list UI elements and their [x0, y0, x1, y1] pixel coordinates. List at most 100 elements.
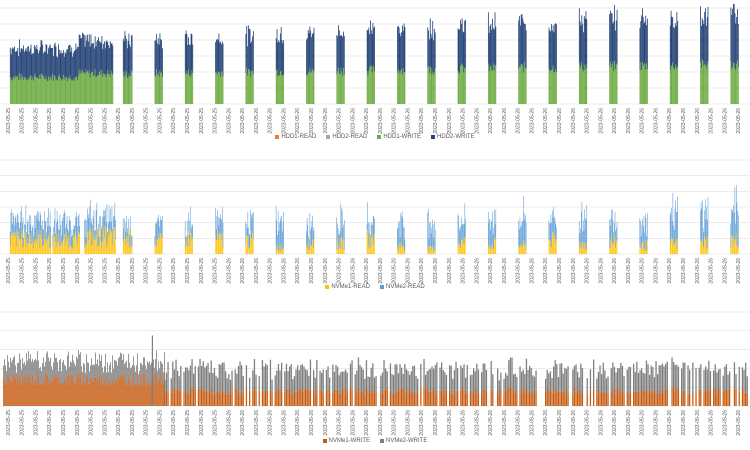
nvme2-write-bar [346, 372, 348, 389]
nvme1-read-bar [161, 237, 162, 254]
hdd1-write-bar [130, 70, 132, 104]
hdd1-write-bar [524, 67, 526, 104]
nvme2-read-bar [43, 229, 44, 245]
nvme2-read-bar [222, 222, 224, 248]
nvme1-write-bar [586, 394, 588, 406]
nvme2-write-bar [473, 368, 475, 394]
nvme1-write-bar [745, 392, 747, 406]
nvme1-write-bar [43, 380, 44, 406]
nvme1-read-bar [280, 251, 282, 254]
nvme1-read-bar [397, 245, 399, 254]
nvme2-write-bar [556, 364, 558, 392]
nvme2-write-bar [521, 371, 523, 395]
nvme1-write-bar [666, 388, 668, 406]
hdd1-write-bar [88, 69, 90, 104]
nvme1-read-bar [370, 248, 371, 254]
nvme1-read-bar [29, 233, 30, 254]
nvme2-write-bar [154, 367, 155, 383]
nvme2-write-bar [14, 356, 15, 374]
nvme1-read-bar [102, 242, 103, 254]
hdd1-write-bar [59, 77, 61, 104]
x-tick-label: 2023-05-26 [378, 410, 384, 436]
nvme2-read-bar [676, 211, 678, 249]
hdd1-write-bar [338, 73, 340, 104]
nvme2-write-bar [100, 360, 101, 385]
nvme1-read-bar [124, 239, 126, 254]
nvme1-read-bar [578, 241, 580, 254]
nvme2-read-bar [609, 226, 611, 240]
nvme2-write-bar [412, 366, 414, 393]
nvme2-write-bar [676, 364, 678, 388]
nvme2-write-bar [97, 359, 98, 377]
nvme1-write-bar [139, 384, 140, 406]
hdd2-write-bar [75, 43, 77, 77]
nvme1-write-bar [607, 393, 609, 406]
hdd2-write-bar [736, 16, 738, 64]
nvme2-read-bar [70, 236, 72, 249]
nvme2-write-bar [141, 363, 142, 384]
nvme2-write-bar [605, 378, 608, 393]
hdd1-write-bar [160, 73, 162, 104]
nvme2-read-bar [492, 233, 494, 249]
nvme2-write-bar [300, 365, 302, 388]
nvme2-write-bar [716, 372, 718, 394]
nvme2-read-bar [44, 220, 46, 230]
hdd2-write-bar [398, 27, 400, 72]
nvme1-write-bar [45, 373, 46, 406]
nvme2-write-bar [223, 362, 225, 392]
hdd2-write-bar [63, 56, 65, 80]
x-tick-label: 2023-05-26 [337, 108, 343, 134]
nvme1-read-bar [222, 234, 223, 254]
nvme1-read-bar [431, 249, 433, 254]
nvme2-write-bar [367, 376, 369, 391]
nvme1-read-bar [97, 246, 98, 254]
hdd2-write-bar [427, 27, 429, 69]
hdd1-write-bar [372, 66, 374, 104]
nvme1-write-bar [231, 387, 233, 406]
nvme1-write-bar [409, 393, 411, 406]
nvme1-read-bar [69, 246, 71, 254]
hdd2-write-bar [433, 28, 435, 73]
nvme1-read-bar [49, 247, 50, 254]
nvme2-read-bar [20, 211, 22, 240]
hdd1-write-bar [33, 80, 34, 104]
hdd2-write-bar [460, 23, 462, 64]
nvme2-read-bar [30, 215, 32, 236]
legend-swatch [275, 135, 280, 139]
hdd2-write-bar [42, 44, 44, 76]
hdd2-write-bar [306, 38, 308, 76]
nvme1-write-bar [16, 384, 17, 406]
hdd1-write-bar [457, 71, 459, 104]
hdd1-write-bar [578, 62, 580, 104]
hdd1-write-bar [549, 70, 551, 104]
nvme2-write-bar [634, 371, 636, 391]
nvme1-write-bar [102, 382, 103, 406]
hdd2-write-bar [522, 18, 524, 66]
nvme1-write-bar [281, 391, 283, 406]
nvme2-read-bar [109, 220, 111, 235]
nvme1-write-bar [572, 394, 574, 406]
hdd1-write-bar [97, 75, 99, 104]
nvme2-read-bar [553, 206, 554, 237]
hdd1-write-bar [430, 67, 432, 104]
nvme2-write-bar [666, 361, 668, 389]
x-tick-label: 2023-05-26 [681, 108, 687, 134]
nvme1-write-bar [48, 379, 49, 406]
hdd2-write-bar [553, 32, 555, 73]
x-tick-label: 2023-05-25 [157, 410, 163, 436]
hdd1-write-bar [579, 67, 581, 104]
nvme2-write-bar [119, 356, 120, 379]
nvme2-read-bar [12, 212, 14, 232]
x-tick-label: 2023-05-25 [185, 410, 191, 436]
nvme2-read-bar [29, 224, 31, 245]
nvme2-read-bar [66, 223, 67, 232]
nvme2-write-bar [177, 370, 179, 390]
nvme1-read-bar [77, 244, 78, 254]
nvme2-read-bar [56, 210, 58, 234]
hdd2-write-bar [401, 32, 403, 70]
hdd2-write-bar [50, 47, 52, 77]
nvme2-read-bar [50, 227, 52, 249]
nvme2-write-bar [401, 367, 403, 389]
nvme2-write-bar [329, 377, 331, 393]
nvme2-read-bar [159, 227, 160, 239]
